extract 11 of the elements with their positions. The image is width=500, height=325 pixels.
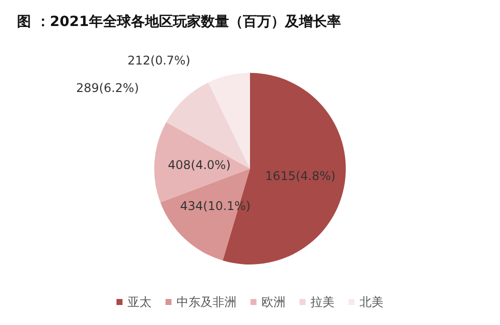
legend-label: 欧洲 xyxy=(262,295,286,309)
legend-label: 拉美 xyxy=(310,295,334,309)
data-label: 289(6.2%) xyxy=(76,81,139,96)
legend-label: 中东及非洲 xyxy=(176,295,236,309)
data-label: 212(0.7%) xyxy=(128,54,190,68)
data-label: 434(10.1%) xyxy=(180,198,251,213)
legend-label: 北美 xyxy=(360,295,384,309)
data-label: 1615(4.8%) xyxy=(265,169,336,184)
legend-label: 亚太 xyxy=(128,295,152,309)
chart-title: 图 ：2021年全球各地区玩家数量（百万）及增长率 xyxy=(17,13,341,30)
data-label: 408(4.0%) xyxy=(168,158,231,172)
